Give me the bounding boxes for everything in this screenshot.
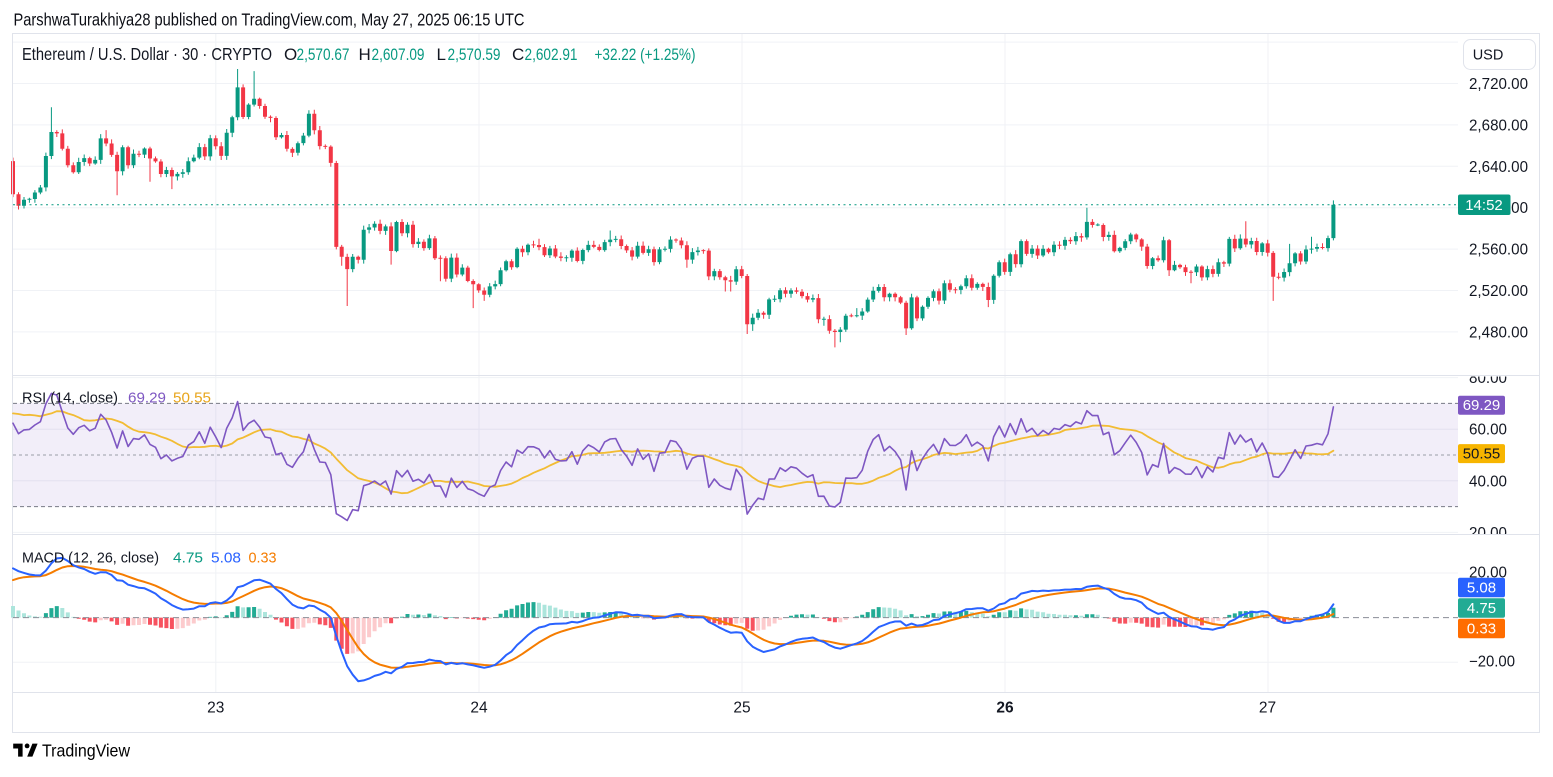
svg-text:5.08: 5.08 [211,550,241,567]
svg-text:2,520.00: 2,520.00 [1469,283,1528,300]
svg-text:2,720.00: 2,720.00 [1469,76,1528,93]
svg-text:2,480.00: 2,480.00 [1469,324,1528,341]
svg-text:MACD (12, 26, close): MACD (12, 26, close) [22,550,159,567]
svg-text:80.00: 80.00 [1469,370,1507,387]
svg-text:H: H [359,45,371,64]
svg-text:27: 27 [1259,700,1276,717]
svg-text:2,602.91: 2,602.91 [525,45,578,64]
svg-text:2,607.09: 2,607.09 [372,45,425,64]
svg-text:24: 24 [470,700,488,717]
svg-text:−20.00: −20.00 [1469,654,1515,671]
svg-text:+32.22 (+1.25%): +32.22 (+1.25%) [595,45,696,64]
svg-text:14:52: 14:52 [1465,197,1503,214]
svg-text:O: O [284,45,297,64]
svg-text:5.08: 5.08 [1467,580,1496,597]
svg-text:C: C [512,45,524,64]
svg-text:2,680.00: 2,680.00 [1469,117,1528,134]
svg-text:50.55: 50.55 [173,390,211,407]
svg-text:Ethereum / U.S. Dollar · 30 ·: Ethereum / U.S. Dollar · 30 · CRYPTO [22,44,272,64]
svg-text:23: 23 [207,700,224,717]
svg-text:TradingView: TradingView [42,741,130,761]
svg-text:4.75: 4.75 [1467,600,1496,617]
svg-text:50.55: 50.55 [1463,446,1501,463]
svg-text:USD: USD [1473,48,1504,64]
svg-text:40.00: 40.00 [1469,473,1507,490]
svg-text:26: 26 [996,700,1014,717]
svg-text:69.29: 69.29 [1463,397,1501,414]
svg-text:0.33: 0.33 [249,550,277,567]
svg-text:L: L [437,45,446,64]
svg-text:2,560.00: 2,560.00 [1469,242,1528,259]
svg-text:20.00: 20.00 [1469,565,1507,582]
svg-text:4.75: 4.75 [173,550,203,567]
svg-text:2,570.67: 2,570.67 [297,45,350,64]
svg-text:RSI (14, close): RSI (14, close) [22,390,118,407]
svg-text:ParshwaTurakhiya28 published o: ParshwaTurakhiya28 published on TradingV… [14,10,525,30]
svg-text:2,640.00: 2,640.00 [1469,159,1528,176]
svg-text:60.00: 60.00 [1469,422,1507,439]
svg-text:0.33: 0.33 [1467,621,1496,638]
svg-text:2,570.59: 2,570.59 [448,45,501,64]
svg-text:25: 25 [733,700,750,717]
svg-text:20.00: 20.00 [1469,525,1507,542]
svg-text:69.29: 69.29 [128,390,166,407]
